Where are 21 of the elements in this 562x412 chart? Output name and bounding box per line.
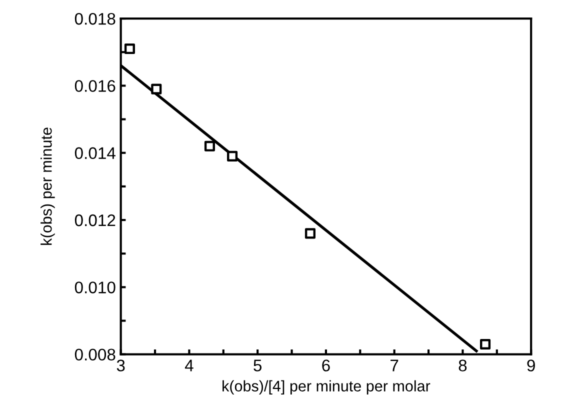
x-tick-label: 7	[390, 360, 398, 372]
point	[480, 338, 491, 350]
point	[227, 150, 238, 162]
x-tick-label: 5	[254, 360, 262, 372]
point	[151, 84, 162, 94]
y-tick-label: 0.012	[74, 214, 116, 226]
x-tick-label: 3	[116, 360, 125, 372]
point	[304, 228, 316, 239]
point	[204, 140, 215, 152]
y-tick-label: 0.008	[74, 348, 116, 361]
point	[124, 43, 135, 54]
x-tick-label: 9	[527, 360, 535, 372]
y-tick-label: 0.016	[74, 80, 116, 92]
x-tick-label: 4	[184, 360, 194, 372]
x-tick-label: 6	[322, 360, 330, 372]
y-tick-label: 0.014	[74, 147, 116, 160]
x-tick-label: 8	[458, 360, 467, 372]
y-tick-label: 0.018	[74, 12, 116, 25]
y-tick-label: 0.010	[74, 282, 116, 294]
y-axis-title: k(obs) per minute	[40, 128, 55, 245]
x-axis-title: k(obs)/[4] per minute per molar	[222, 380, 430, 395]
